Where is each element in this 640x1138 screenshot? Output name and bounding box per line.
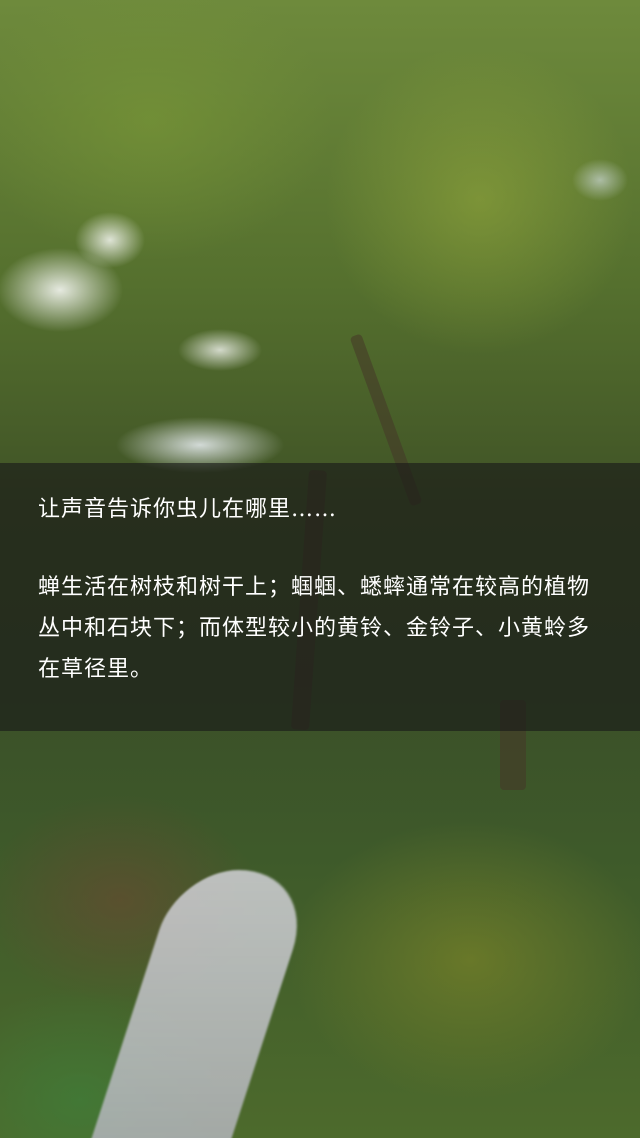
caption-body: 蝉生活在树枝和树干上；蝈蝈、蟋蟀通常在较高的植物丛中和石块下；而体型较小的黄铃、… (38, 575, 591, 682)
caption-overlay: 让声音告诉你虫儿在哪里…… 蝉生活在树枝和树干上；蝈蝈、蟋蟀通常在较高的植物丛中… (0, 463, 640, 731)
caption-title: 让声音告诉你虫儿在哪里…… (38, 497, 338, 522)
